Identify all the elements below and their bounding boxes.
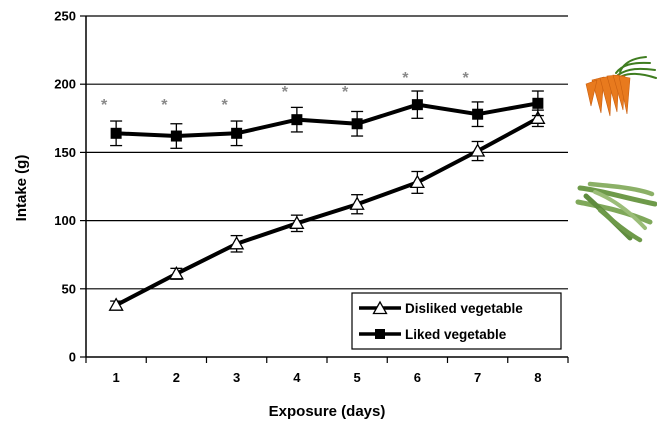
data-point [349,196,365,210]
data-point [532,97,544,109]
legend: Disliked vegetable Liked vegetable [351,292,562,350]
data-point [170,130,182,142]
x-tick-label: 5 [354,370,361,385]
data-point [229,235,245,250]
y-tick-label: 200 [54,77,76,92]
legend-marker-disliked [372,300,388,315]
data-point [351,118,363,130]
y-tick-label: 100 [54,213,76,228]
significance-marker: * [402,70,409,87]
legend-marker-liked [375,329,385,339]
data-point [291,114,303,126]
axes [80,15,569,363]
data-point [470,143,486,157]
data-point [289,215,305,229]
data-point [411,99,423,111]
y-axis-title: Intake (g) [13,155,30,222]
legend-box [351,292,562,350]
x-tick-label: 7 [474,370,481,385]
x-tick-label: 4 [293,370,301,385]
data-point [472,108,484,120]
significance-marker: * [342,84,349,101]
x-tick-label: 1 [113,370,120,385]
significance-marker: * [282,84,289,101]
y-tick-label: 250 [54,9,76,24]
y-tick-label: 150 [54,145,76,160]
x-tick-label: 2 [173,370,180,385]
green-beans-image [575,181,657,243]
significance-marker: * [161,97,168,114]
x-axis-title: Exposure (days) [269,403,386,420]
gridlines [86,15,568,290]
x-tick-labels: 1 2 3 4 5 6 7 8 [113,370,542,385]
data-point [530,110,546,124]
carrots-image [585,56,657,117]
series-disliked [108,109,546,311]
data-point [231,127,243,139]
series-line [116,101,539,139]
series-liked [110,90,544,149]
y-tick-labels: 0 50 100 150 200 250 [54,9,76,365]
x-tick-label: 8 [534,370,541,385]
data-series [108,90,546,311]
y-tick-label: 50 [62,281,76,296]
y-tick-label: 0 [69,350,76,365]
legend-label-disliked: Disliked vegetable [405,301,523,316]
significance-marker: * [101,97,108,114]
significance-marker: * [222,97,229,114]
legend-label-liked: Liked vegetable [405,327,507,342]
series-line [115,116,539,307]
x-tick-label: 6 [414,370,421,385]
data-point [168,265,184,280]
data-point [110,127,122,139]
significance-marker: * [463,70,470,87]
data-point [409,174,425,189]
x-tick-label: 3 [233,370,240,385]
significance-markers: * * * * * * * [101,70,470,114]
data-point [108,297,124,311]
